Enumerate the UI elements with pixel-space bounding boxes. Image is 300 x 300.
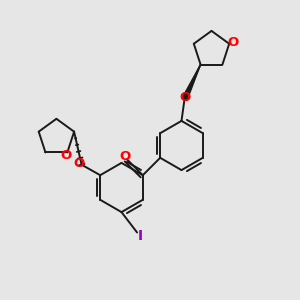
- Text: O: O: [179, 91, 191, 104]
- Polygon shape: [182, 64, 201, 100]
- Text: O: O: [60, 149, 71, 162]
- Text: I: I: [137, 229, 143, 243]
- Text: O: O: [120, 150, 131, 164]
- Text: O: O: [74, 157, 85, 170]
- Text: O: O: [227, 36, 238, 49]
